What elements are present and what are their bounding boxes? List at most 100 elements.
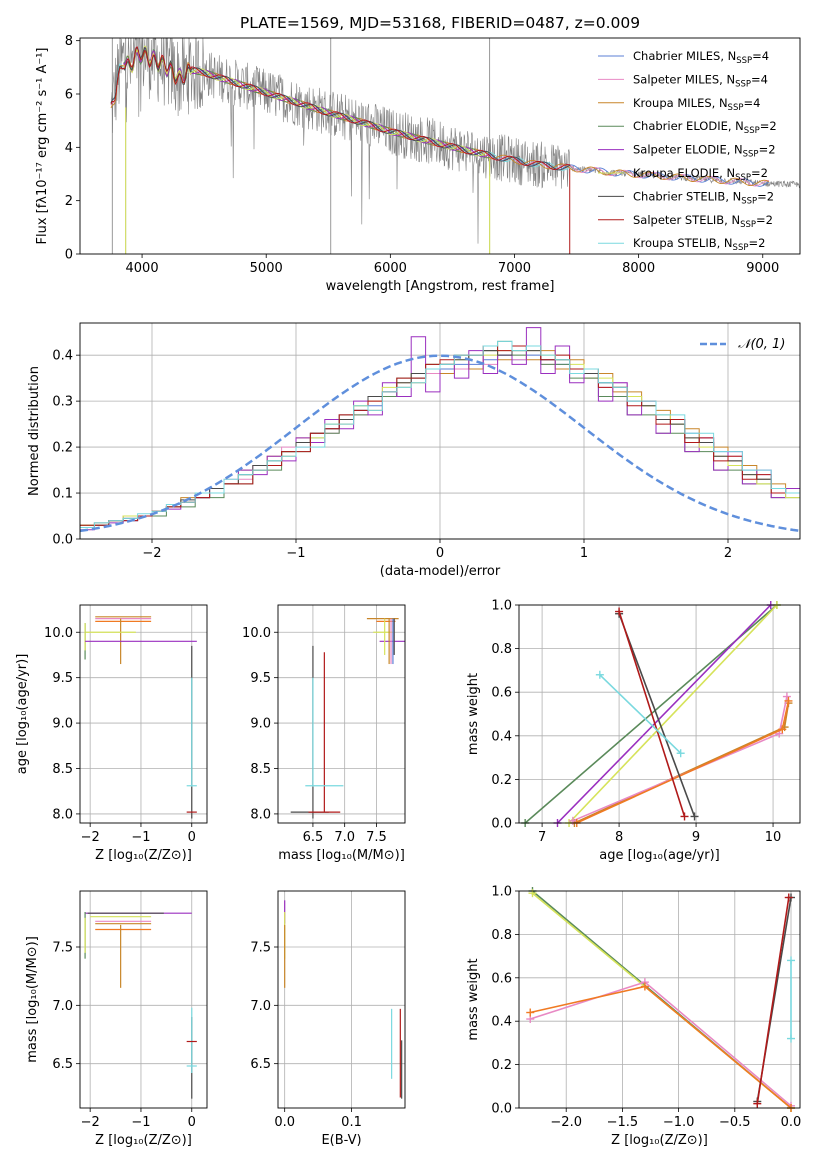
axes-age_vs_mass: 6.5 7.0 7.5 8.0 8.5 9.0 9.5 10.0	[242, 605, 405, 845]
legend-text: Salpeter MILES, N	[633, 72, 735, 86]
y-tick-label: 0.2	[491, 1058, 512, 1073]
y-axis-label: mass [log₁₀(M/M⊙)]	[25, 936, 40, 1063]
y-tick-label: 6.5	[250, 1057, 271, 1072]
legend-sub: SSP	[735, 173, 751, 183]
weight_vs_age-frame	[518, 604, 801, 824]
y-tick-label: 0.6	[491, 971, 512, 986]
y-tick-label: 8.5	[52, 762, 73, 777]
y-tick-label: 8.0	[250, 807, 271, 822]
legend-entry: Chabrier STELIB, NSSP=2	[633, 189, 774, 206]
legend-text: Kroupa MILES, N	[633, 96, 728, 110]
residuals-frame	[79, 322, 801, 540]
legend-tail: =2	[757, 189, 774, 203]
spectrum-model-salp_stelib	[110, 45, 571, 170]
y-axis-label: mass weight	[466, 673, 481, 755]
y-tick-label: 0.2	[491, 773, 512, 788]
y-tick-label: 7.0	[52, 999, 73, 1014]
legend-text: Kroupa STELIB, N	[633, 236, 733, 250]
x-axis-label: Z [log₁₀(Z/Z⊙)]	[95, 848, 192, 863]
x-tick-label: 0	[188, 830, 196, 845]
x-tick-label: 7.5	[366, 830, 387, 845]
x-tick-label: −2.0	[550, 1115, 582, 1130]
x-axis-label: age [log₁₀(age/yr)]	[599, 848, 720, 863]
y-axis-label: Normed distribution	[27, 366, 42, 496]
x-tick-label: 8	[615, 830, 623, 845]
y-tick-label: 0.6	[491, 686, 512, 701]
legend-text: Chabrier MILES, N	[633, 49, 736, 63]
x-tick-label: 8000	[622, 261, 655, 276]
x-tick-label: −1.5	[607, 1115, 639, 1130]
legend-tail: =2	[760, 119, 777, 133]
y-tick-label: 7.5	[52, 941, 73, 956]
legend-sub: SSP	[728, 103, 744, 113]
y-tick-label: 9.0	[250, 717, 271, 732]
weight-line-salp_stelib	[618, 611, 686, 817]
x-tick-label: −1.0	[663, 1115, 695, 1130]
y-tick-label: 0.0	[491, 1102, 512, 1117]
x-tick-label: 5000	[250, 261, 283, 276]
x-tick-label: 0	[436, 546, 444, 561]
legend-tail: =4	[743, 96, 760, 110]
axes-weight_vs_age: 7 8 9 10 0.0 0.2 0.4 0.6 0.8 1.0	[491, 599, 800, 845]
x-tick-label: −2	[142, 546, 161, 561]
x-tick-label: 9	[692, 830, 700, 845]
legend-entry: 𝒩(0, 1)	[738, 337, 785, 352]
legend-entry: Kroupa MILES, NSSP=4	[633, 96, 760, 113]
spectrum-data-line	[110, 38, 800, 244]
chart-title: PLATE=1569, MJD=53168, FIBERID=0487, z=0…	[240, 14, 640, 32]
y-tick-label: 0.4	[491, 1015, 512, 1030]
y-tick-label: 10.0	[44, 626, 73, 641]
legend-sub: SSP	[744, 126, 760, 136]
x-tick-label: 6000	[374, 261, 407, 276]
legend-entry: Salpeter ELODIE, NSSP=2	[633, 143, 776, 160]
spectrum-model-chab_elodie	[123, 49, 490, 159]
y-tick-label: 9.0	[52, 717, 73, 732]
x-tick-label: −1	[131, 830, 150, 845]
legend-sub: SSP	[740, 220, 756, 230]
y-tick-label: 0.2	[52, 441, 73, 456]
x-tick-label: 7	[538, 830, 546, 845]
legend-text: Salpeter ELODIE, N	[633, 143, 743, 157]
legend-entry: Kroupa STELIB, NSSP=2	[633, 236, 765, 253]
legend-entry: Kroupa ELODIE, NSSP=2	[633, 166, 768, 183]
mass_vs_Z-frame	[79, 890, 208, 1109]
axes-spectrum: 4000 5000 6000 7000 8000 9000 0 2 4 6 8	[65, 34, 780, 276]
y-tick-label: 0	[65, 248, 73, 263]
y-tick-label: 0.8	[491, 928, 512, 943]
spectrum-y-axis-label: Flux [fλ10⁻¹⁷ erg cm⁻² s⁻¹ A⁻¹]	[35, 48, 50, 245]
x-tick-label: −2	[81, 1115, 100, 1130]
y-tick-label: 0.1	[52, 487, 73, 502]
legend-text: Chabrier STELIB, N	[633, 189, 741, 203]
y-tick-label: 2	[65, 194, 73, 209]
y-axis-label: mass weight	[466, 958, 481, 1040]
y-tick-label: 0.0	[52, 533, 73, 548]
y-tick-label: 6.5	[52, 1057, 73, 1072]
y-tick-label: 9.5	[52, 671, 73, 686]
spectrum-frame	[79, 37, 801, 255]
weight-line-krou_elodie	[568, 605, 778, 823]
y-tick-label: 1.0	[491, 885, 512, 900]
histogram-series-krou_stelib	[80, 340, 800, 539]
legend-sub: SSP	[733, 243, 749, 253]
weight_vs_Z-frame	[518, 890, 801, 1109]
mass_vs_EBV-frame	[277, 890, 406, 1109]
y-tick-label: 8.5	[250, 762, 271, 777]
x-axis-label: Z [log₁₀(Z/Z⊙)]	[95, 1133, 192, 1148]
x-tick-label: 0.0	[781, 1115, 802, 1130]
legend-entry: Chabrier ELODIE, NSSP=2	[633, 119, 777, 136]
x-tick-label: 7.0	[334, 830, 355, 845]
y-tick-label: 7.0	[250, 999, 271, 1014]
age_vs_Z-frame	[79, 604, 208, 824]
legend-sub: SSP	[736, 56, 752, 66]
legend-sub: SSP	[741, 196, 757, 206]
y-tick-label: 7.5	[250, 941, 271, 956]
x-tick-label: −0.5	[719, 1115, 751, 1130]
legend-tail: =2	[748, 236, 765, 250]
histogram-series-salp_stelib	[80, 345, 800, 539]
legend-tail: =4	[751, 72, 768, 86]
normal-curve	[80, 354, 800, 533]
weight-line-krou_stelib	[599, 674, 682, 754]
x-tick-label: 6.5	[303, 830, 324, 845]
x-axis-label: (data-model)/error	[380, 564, 501, 579]
x-axis-label: mass [log₁₀(M/M⊙)]	[278, 848, 405, 863]
